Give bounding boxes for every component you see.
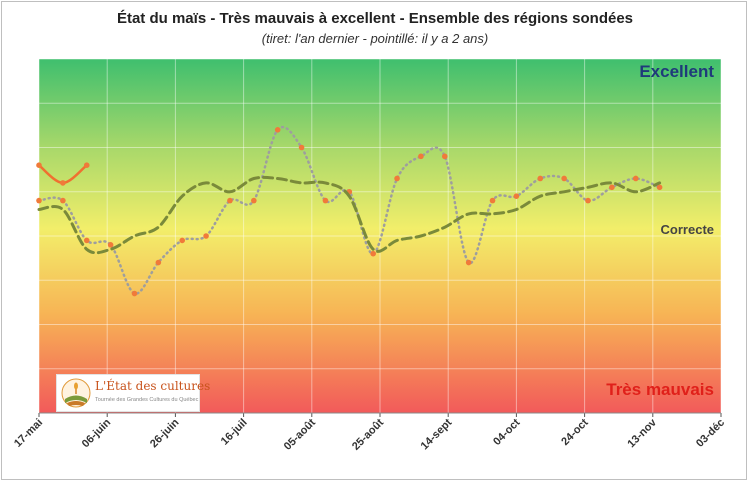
data-point-dotted	[370, 250, 376, 257]
data-point-solid	[36, 162, 42, 168]
data-point-dotted	[131, 290, 138, 297]
y-tick-label: 2	[30, 321, 35, 330]
data-point-dotted	[537, 175, 544, 182]
logo-name: L'État des cultures	[95, 379, 211, 393]
data-point-dotted	[656, 184, 663, 191]
x-tick-label: 05-août	[282, 416, 318, 452]
data-point-dotted	[251, 197, 257, 204]
data-point-dotted	[155, 259, 162, 266]
data-point-dotted	[632, 175, 639, 182]
y-tick-label: 3	[30, 232, 35, 241]
x-tick-label: 04-oct	[491, 416, 523, 448]
data-point-dotted	[418, 153, 424, 160]
data-point-dotted	[513, 193, 520, 199]
data-point-dotted	[274, 127, 281, 133]
y-tick-label: 5	[30, 55, 35, 64]
data-point-dotted	[394, 175, 400, 182]
x-tick-label: 13-nov	[625, 416, 659, 450]
wheat-field-icon	[61, 378, 91, 408]
data-point-dotted	[489, 197, 496, 204]
data-point-dotted	[298, 144, 305, 151]
annotation-tres-mauvais: Très mauvais	[606, 380, 714, 399]
x-tick-label: 03-déc	[694, 417, 727, 450]
y-tick-label: 4,5	[23, 99, 35, 108]
y-tick-label: 1	[30, 409, 35, 418]
data-point-dotted	[203, 233, 209, 239]
plot-background	[39, 59, 721, 413]
data-point-dotted	[60, 197, 66, 204]
logo-tagline: Tournée des Grandes Cultures du Québec	[95, 397, 199, 403]
x-tick-label: 06-juin	[80, 416, 114, 450]
data-point-dotted	[83, 237, 90, 244]
logo: L'État des cultures Tournée des Grandes …	[56, 374, 210, 412]
data-point-solid	[83, 162, 90, 168]
x-tick-label: 26-juin	[148, 416, 182, 450]
y-tick-label: 1,5	[23, 365, 35, 374]
annotation-correcte: Correcte	[661, 222, 714, 237]
data-point-dotted	[179, 237, 186, 244]
y-tick-label: 4	[30, 144, 35, 153]
data-point-dotted	[465, 259, 472, 266]
x-tick-label: 25-août	[350, 416, 386, 452]
data-point-dotted	[561, 175, 567, 182]
x-tick-label: 24-oct	[559, 416, 591, 448]
annotation-excellent: Excellent	[639, 62, 714, 81]
y-tick-label: 2,5	[23, 276, 35, 285]
data-point-dotted	[322, 197, 329, 204]
x-tick-label: 17-mai	[12, 417, 45, 450]
data-point-dotted	[107, 242, 114, 248]
chart-subtitle: (tiret: l'an dernier - pointillé: il y a…	[261, 31, 489, 46]
data-point-dotted	[441, 153, 448, 160]
data-point-dotted	[585, 197, 591, 204]
data-point-dotted	[227, 197, 233, 204]
data-point-dotted	[36, 197, 42, 204]
x-tick-label: 14-sept	[419, 416, 455, 452]
series-line-dashed	[37, 175, 662, 255]
chart-title: État du maïs - Très mauvais à excellent …	[116, 10, 634, 27]
data-point-dotted	[609, 184, 615, 191]
x-tick-label: 16-juil	[219, 417, 250, 448]
y-tick-label: 3,5	[23, 188, 35, 197]
data-point-solid	[60, 180, 66, 186]
